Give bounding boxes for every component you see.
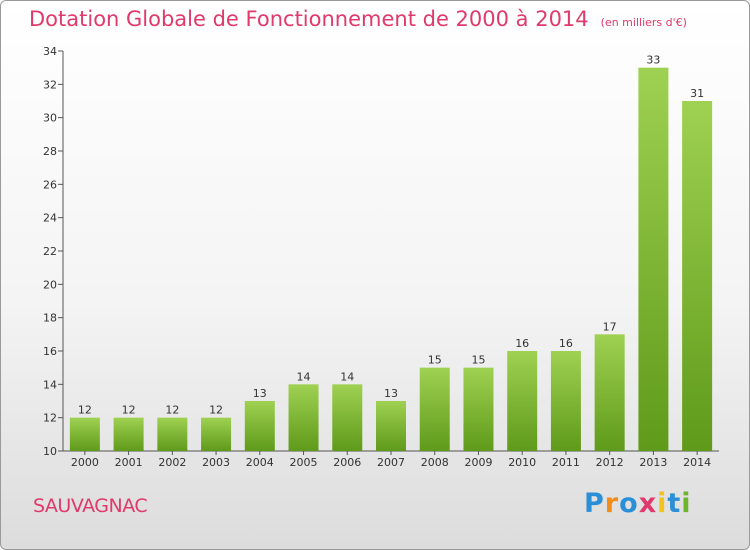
x-tick-label: 2010 bbox=[508, 456, 536, 469]
x-tick-label: 2012 bbox=[596, 456, 624, 469]
x-tick-label: 2014 bbox=[683, 456, 711, 469]
bar-value-label: 13 bbox=[384, 387, 398, 400]
chart-unit: (en milliers d'€) bbox=[600, 16, 687, 29]
y-tick-label: 16 bbox=[43, 345, 57, 358]
bar-value-label: 14 bbox=[340, 370, 354, 383]
bar bbox=[157, 417, 188, 451]
bar-value-label: 12 bbox=[165, 404, 179, 417]
bar-value-label: 16 bbox=[559, 337, 573, 350]
x-tick-label: 2005 bbox=[290, 456, 318, 469]
bar-value-label: 15 bbox=[428, 354, 442, 367]
y-tick-label: 34 bbox=[43, 45, 57, 58]
y-tick-label: 22 bbox=[43, 245, 57, 258]
y-tick-label: 20 bbox=[43, 278, 57, 291]
x-tick-label: 2000 bbox=[71, 456, 99, 469]
bar bbox=[288, 384, 319, 451]
x-tick-label: 2007 bbox=[377, 456, 405, 469]
x-tick-label: 2011 bbox=[552, 456, 580, 469]
x-tick-label: 2009 bbox=[464, 456, 492, 469]
logo-letter: P bbox=[584, 488, 605, 519]
bar-value-label: 12 bbox=[78, 404, 92, 417]
bar bbox=[682, 101, 713, 451]
logo-letter: i bbox=[657, 488, 668, 519]
chart-title-text: Dotation Globale de Fonctionnement de 20… bbox=[29, 7, 589, 31]
y-tick-label: 28 bbox=[43, 145, 57, 158]
logo-letter: o bbox=[619, 488, 639, 519]
bar bbox=[463, 367, 494, 451]
y-tick-label: 30 bbox=[43, 112, 57, 125]
bar bbox=[376, 401, 406, 451]
bar-value-label: 12 bbox=[122, 404, 136, 417]
bar bbox=[201, 417, 232, 451]
y-tick-label: 10 bbox=[43, 445, 57, 458]
bar bbox=[69, 417, 100, 451]
bar-value-label: 14 bbox=[297, 370, 311, 383]
bar-value-label: 31 bbox=[690, 87, 704, 100]
y-tick-label: 12 bbox=[43, 412, 57, 425]
bar bbox=[550, 351, 581, 451]
logo-letter: r bbox=[604, 488, 620, 519]
logo-letter: t bbox=[667, 488, 682, 519]
bar bbox=[594, 334, 625, 451]
logo-letter: i bbox=[681, 488, 692, 519]
bar-value-label: 13 bbox=[253, 387, 267, 400]
bar-value-label: 12 bbox=[209, 404, 223, 417]
bar bbox=[638, 67, 669, 452]
x-tick-label: 2002 bbox=[158, 456, 186, 469]
bar-value-label: 15 bbox=[471, 354, 485, 367]
y-tick-label: 26 bbox=[43, 178, 57, 191]
y-tick-label: 18 bbox=[43, 312, 57, 325]
x-tick-label: 2001 bbox=[115, 456, 143, 469]
commune-name: SAUVAGNAC bbox=[33, 495, 148, 517]
bar bbox=[244, 401, 275, 451]
y-tick-label: 24 bbox=[43, 212, 57, 225]
x-tick-label: 2008 bbox=[421, 456, 449, 469]
bar bbox=[507, 351, 538, 451]
bar bbox=[419, 367, 450, 451]
proxiti-logo: Proxiti bbox=[584, 488, 692, 519]
y-tick-label: 14 bbox=[43, 378, 57, 391]
bar-value-label: 33 bbox=[646, 54, 660, 67]
x-tick-label: 2006 bbox=[333, 456, 361, 469]
x-tick-label: 2004 bbox=[246, 456, 274, 469]
logo-letter: x bbox=[638, 488, 658, 519]
bar-value-label: 16 bbox=[515, 337, 529, 350]
bar bbox=[332, 384, 363, 451]
bar-value-label: 17 bbox=[603, 320, 617, 333]
chart-title: Dotation Globale de Fonctionnement de 20… bbox=[29, 7, 687, 31]
y-tick-label: 32 bbox=[43, 78, 57, 91]
bar bbox=[113, 417, 144, 451]
x-tick-label: 2013 bbox=[639, 456, 667, 469]
x-tick-label: 2003 bbox=[202, 456, 230, 469]
